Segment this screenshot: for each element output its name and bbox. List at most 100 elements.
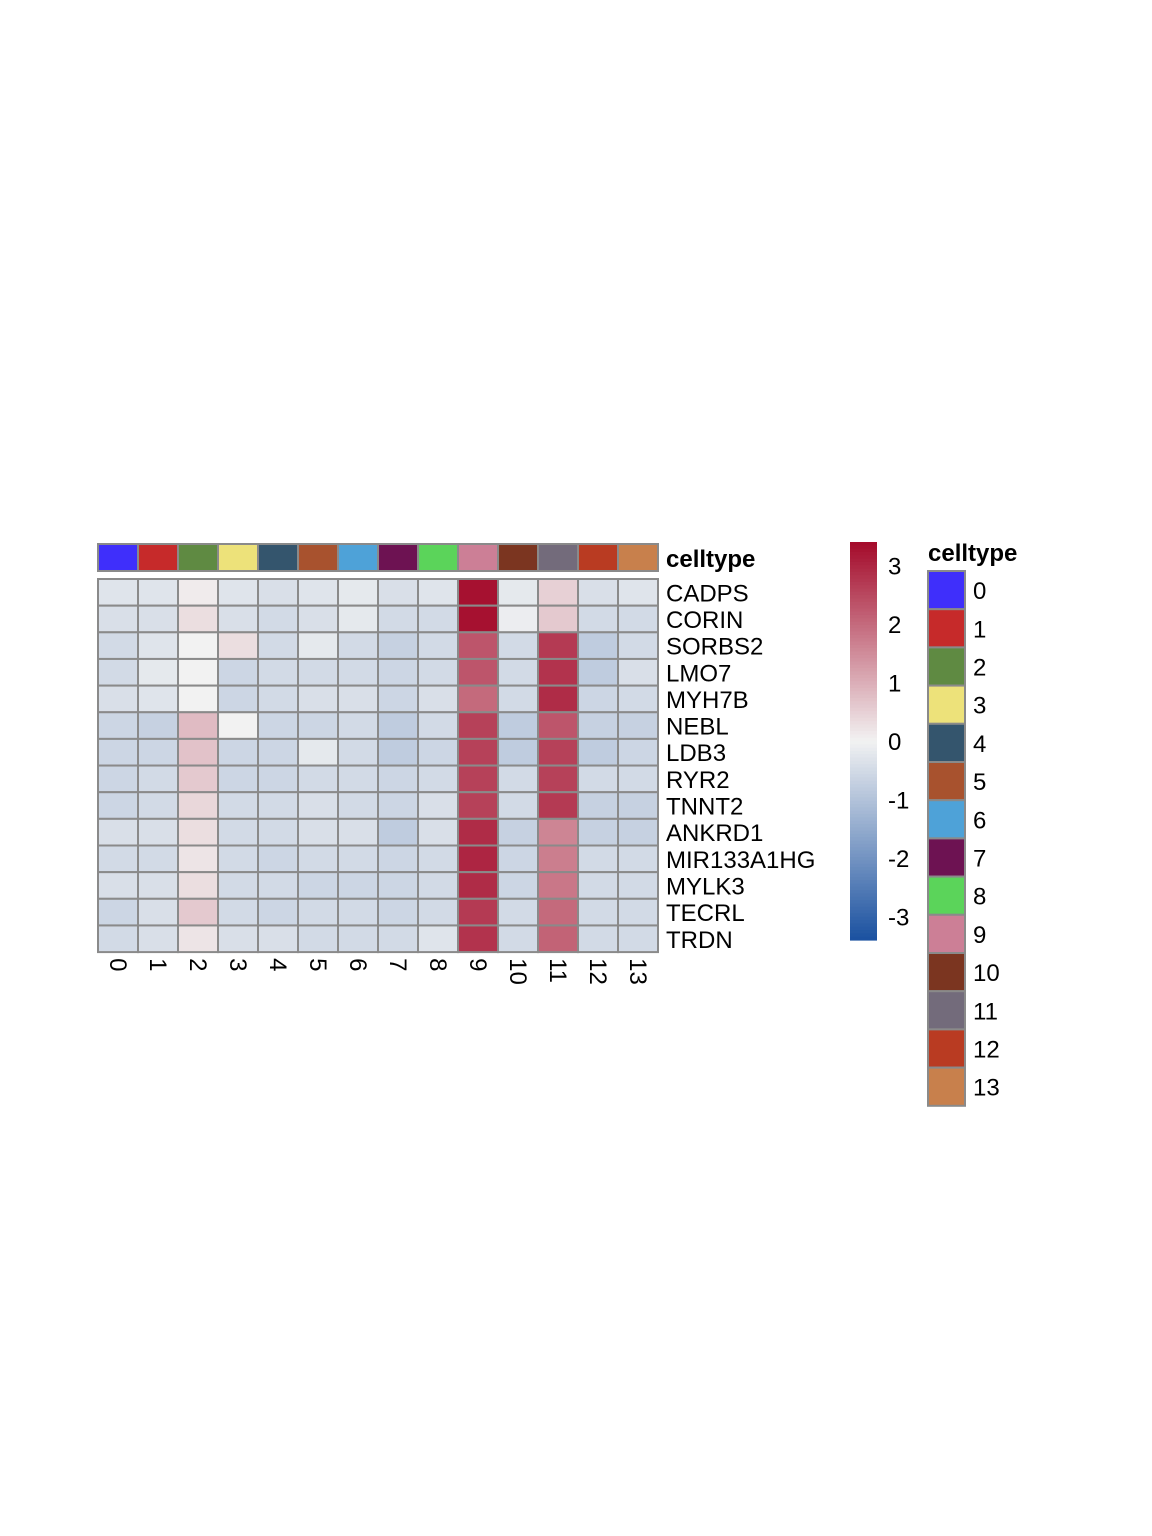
- heatmap-cell: [297, 817, 339, 847]
- heatmap-cell: [377, 844, 419, 874]
- heatmap-cell: [217, 684, 259, 714]
- colorbar-segment: [850, 545, 877, 550]
- heatmap-cell: [457, 578, 499, 607]
- heatmap-cell: [337, 737, 379, 767]
- heatmap-cell: [537, 871, 579, 900]
- heatmap-cell: [497, 897, 539, 927]
- legend-label-8: 8: [973, 884, 986, 911]
- heatmap-cell: [97, 657, 139, 687]
- heatmap-cell: [97, 604, 139, 634]
- annotation-cell-1: [137, 543, 179, 572]
- heatmap-cell: [577, 737, 619, 767]
- heatmap-cell: [617, 711, 659, 740]
- row-label-mir133a1hg: MIR133A1HG: [666, 847, 815, 874]
- heatmap-cell: [377, 604, 419, 634]
- heatmap-cell: [577, 657, 619, 687]
- heatmap-cell: [457, 817, 499, 847]
- colorbar-segment: [850, 737, 877, 742]
- heatmap-cell: [377, 711, 419, 740]
- colorbar-segment: [850, 611, 877, 616]
- heatmap-cell: [297, 844, 339, 874]
- heatmap-cell: [137, 924, 179, 954]
- heatmap-cell: [217, 817, 259, 847]
- colorbar-segment: [850, 853, 877, 858]
- heatmap-cell: [457, 897, 499, 927]
- heatmap-cell: [377, 871, 419, 900]
- colorbar-segment: [850, 571, 877, 576]
- heatmap-cell: [497, 817, 539, 847]
- heatmap-cell: [617, 578, 659, 607]
- legend-swatch-9: [927, 913, 966, 954]
- heatmap-cell: [417, 844, 459, 874]
- colorbar-segment: [850, 890, 877, 895]
- heatmap-cell: [577, 844, 619, 874]
- annotation-cell-3: [217, 543, 259, 572]
- legend-label-2: 2: [973, 655, 986, 682]
- colorbar-segment: [850, 704, 877, 709]
- colorbar-segment: [850, 880, 877, 885]
- column-label-12: 12: [584, 958, 611, 985]
- heatmap-cell: [97, 578, 139, 607]
- heatmap-cell: [97, 844, 139, 874]
- legend-swatch-4: [927, 722, 966, 763]
- heatmap-cell: [417, 791, 459, 820]
- heatmap-cell: [377, 631, 419, 660]
- heatmap-cell: [417, 578, 459, 607]
- colorbar-segment: [850, 750, 877, 755]
- colorbar-tick-label: -1: [888, 788, 909, 815]
- heatmap-cell: [577, 817, 619, 847]
- colorbar-segment: [850, 721, 877, 726]
- row-label-mylk3: MYLK3: [666, 873, 745, 900]
- colorbar-segment: [850, 774, 877, 779]
- heatmap-cell: [377, 791, 419, 820]
- legend-label-7: 7: [973, 846, 986, 873]
- heatmap-cell: [297, 578, 339, 607]
- heatmap-cell: [377, 657, 419, 687]
- legend-label-3: 3: [973, 693, 986, 720]
- heatmap-cell: [257, 604, 299, 634]
- annotation-cell-0: [97, 543, 139, 572]
- colorbar-segment: [850, 827, 877, 832]
- colorbar-tick-label: -3: [888, 905, 909, 932]
- heatmap-cell: [577, 871, 619, 900]
- heatmap-cell: [577, 924, 619, 954]
- heatmap-cell: [337, 764, 379, 794]
- column-label-0: 0: [104, 958, 131, 971]
- heatmap-cell: [377, 897, 419, 927]
- colorbar-segment: [850, 916, 877, 921]
- heatmap-cell: [617, 631, 659, 660]
- heatmap-cell: [497, 684, 539, 714]
- heatmap-cell: [177, 924, 219, 954]
- annotation-cell-11: [537, 543, 579, 572]
- heatmap-cell: [337, 871, 379, 900]
- colorbar-tick-label: -2: [888, 846, 909, 873]
- heatmap-cell: [457, 711, 499, 740]
- colorbar-segment: [850, 711, 877, 716]
- annotation-cell-4: [257, 543, 299, 572]
- heatmap-cell: [97, 791, 139, 820]
- heatmap-cell: [337, 711, 379, 740]
- colorbar-segment: [850, 910, 877, 915]
- heatmap-cell: [577, 578, 619, 607]
- heatmap-cell: [417, 604, 459, 634]
- colorbar-segment: [850, 734, 877, 739]
- colorbar-tick-label: 3: [888, 553, 901, 580]
- heatmap-cell: [257, 684, 299, 714]
- heatmap-cell: [497, 737, 539, 767]
- heatmap-cell: [457, 604, 499, 634]
- heatmap-cell: [137, 684, 179, 714]
- row-label-ankrd1: ANKRD1: [666, 820, 763, 847]
- legend-label-5: 5: [973, 769, 986, 796]
- heatmap-cell: [617, 924, 659, 954]
- column-label-4: 4: [264, 958, 291, 971]
- heatmap-cell: [297, 684, 339, 714]
- row-label-sorbs2: SORBS2: [666, 634, 763, 661]
- heatmap-cell: [137, 578, 179, 607]
- row-label-ryr2: RYR2: [666, 767, 730, 794]
- colorbar-segment: [850, 840, 877, 845]
- colorbar-segment: [850, 668, 877, 672]
- colorbar-segment: [850, 900, 877, 905]
- colorbar-segment: [850, 671, 877, 676]
- colorbar-segment: [850, 837, 877, 842]
- colorbar-segment: [850, 923, 877, 928]
